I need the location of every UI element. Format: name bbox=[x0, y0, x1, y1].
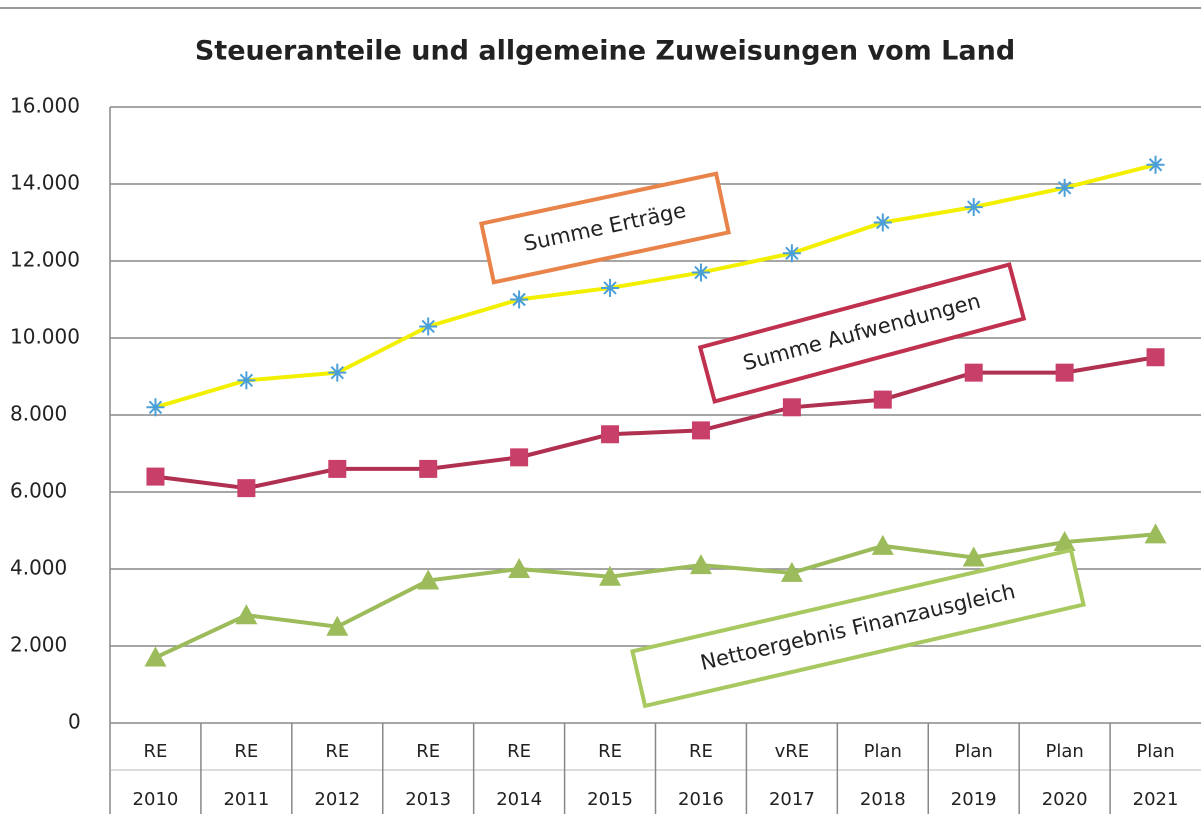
x-tick-label: 2013 bbox=[405, 789, 451, 810]
label-box bbox=[479, 171, 731, 285]
marker bbox=[691, 263, 710, 282]
marker bbox=[417, 569, 440, 590]
marker bbox=[782, 398, 801, 417]
y-tick-label: 8.000 bbox=[10, 402, 67, 426]
x-tick-label: RE bbox=[416, 741, 440, 762]
marker bbox=[1055, 178, 1074, 197]
marker bbox=[1055, 363, 1074, 382]
x-tick-label: 2010 bbox=[133, 789, 179, 810]
label-box bbox=[697, 262, 1027, 404]
x-tick-label: Plan bbox=[1136, 741, 1174, 762]
marker bbox=[691, 421, 710, 440]
x-tick-label: vRE bbox=[775, 741, 810, 762]
x-tick-label: RE bbox=[325, 741, 349, 762]
x-tick-label: Plan bbox=[864, 741, 902, 762]
x-tick-label: Plan bbox=[955, 741, 993, 762]
series-label-box: Summe Erträge bbox=[479, 171, 731, 285]
marker bbox=[964, 363, 983, 382]
x-tick-label: 2016 bbox=[678, 789, 724, 810]
x-tick-label: 2015 bbox=[587, 789, 633, 810]
marker bbox=[873, 213, 892, 232]
marker bbox=[1146, 348, 1165, 367]
x-tick-label: RE bbox=[598, 741, 622, 762]
x-tick-label: 2018 bbox=[860, 789, 906, 810]
marker bbox=[237, 371, 256, 390]
marker bbox=[237, 479, 256, 498]
marker bbox=[873, 390, 892, 409]
marker bbox=[780, 561, 803, 582]
y-tick-label: 6.000 bbox=[10, 479, 67, 503]
x-tick-label: Plan bbox=[1045, 741, 1083, 762]
y-tick-label: 14.000 bbox=[10, 171, 80, 195]
series-label-box: Summe Aufwendungen bbox=[697, 262, 1027, 404]
marker bbox=[419, 317, 438, 336]
x-tick-label: RE bbox=[689, 741, 713, 762]
y-tick-label: 16.000 bbox=[10, 94, 80, 118]
marker bbox=[1146, 155, 1165, 174]
marker bbox=[326, 615, 349, 636]
marker bbox=[871, 534, 894, 555]
marker bbox=[782, 244, 801, 263]
marker bbox=[235, 604, 258, 625]
x-tick-label: RE bbox=[144, 741, 168, 762]
marker bbox=[964, 198, 983, 217]
series-line bbox=[155, 355, 1156, 491]
y-tick-label: 0 bbox=[68, 710, 81, 734]
marker bbox=[962, 546, 985, 567]
marker bbox=[601, 278, 620, 297]
label-box bbox=[630, 547, 1086, 709]
y-tick-label: 12.000 bbox=[10, 248, 80, 272]
marker bbox=[328, 363, 347, 382]
marker bbox=[689, 554, 712, 575]
x-tick-label: 2011 bbox=[223, 789, 269, 810]
marker bbox=[510, 290, 529, 309]
x-tick-label: 2021 bbox=[1133, 789, 1179, 810]
marker bbox=[1144, 523, 1167, 544]
y-tick-label: 2.000 bbox=[10, 633, 67, 657]
marker bbox=[1053, 531, 1076, 552]
y-tick-label: 4.000 bbox=[10, 556, 67, 580]
x-tick-label: 2012 bbox=[314, 789, 360, 810]
x-tick-label: 2019 bbox=[951, 789, 997, 810]
marker bbox=[146, 398, 165, 417]
marker bbox=[144, 646, 167, 667]
marker bbox=[599, 565, 622, 586]
series-line bbox=[154, 532, 1156, 660]
y-tick-label: 10.000 bbox=[10, 325, 80, 349]
series-line bbox=[154, 162, 1157, 410]
marker bbox=[419, 459, 438, 478]
marker bbox=[510, 448, 529, 467]
x-tick-label: 2014 bbox=[496, 789, 542, 810]
chart-title: Steueranteile und allgemeine Zuweisungen… bbox=[195, 36, 1015, 67]
marker bbox=[146, 467, 165, 486]
x-tick-label: RE bbox=[507, 741, 531, 762]
x-tick-label: 2020 bbox=[1042, 789, 1088, 810]
marker bbox=[328, 459, 347, 478]
x-tick-label: 2017 bbox=[769, 789, 815, 810]
x-tick-label: RE bbox=[234, 741, 258, 762]
marker bbox=[508, 558, 531, 578]
marker bbox=[601, 425, 620, 444]
